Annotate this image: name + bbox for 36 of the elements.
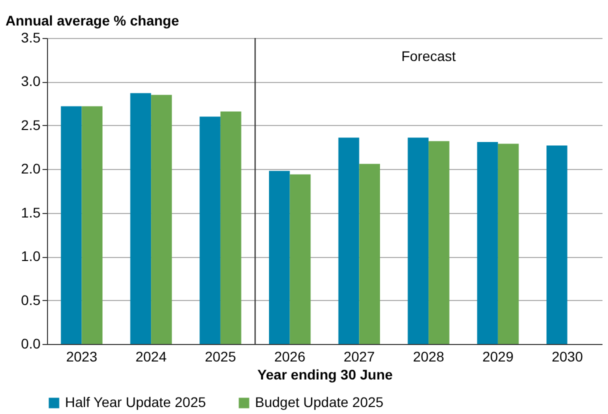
x-tick-label: 2025 bbox=[204, 348, 236, 364]
bar bbox=[151, 94, 172, 344]
x-tick-label: 2023 bbox=[66, 348, 98, 364]
y-tick-label: 0.5 bbox=[21, 292, 41, 308]
y-tick-label: 2.0 bbox=[21, 160, 41, 177]
legend-label: Budget Update 2025 bbox=[255, 394, 384, 410]
bar bbox=[200, 116, 220, 344]
y-tick-label: 1.5 bbox=[21, 204, 41, 220]
bar bbox=[220, 111, 242, 344]
bar bbox=[359, 164, 380, 344]
bar bbox=[130, 93, 152, 344]
y-axis-title: Annual average % change bbox=[6, 12, 180, 28]
y-tick-label: 2.5 bbox=[21, 116, 41, 133]
y-tick-label: 3.0 bbox=[21, 73, 41, 90]
legend-label: Half Year Update 2025 bbox=[65, 394, 206, 410]
bar bbox=[498, 144, 519, 344]
y-tick-label: 1.0 bbox=[21, 248, 41, 264]
x-tick-label: 2028 bbox=[412, 348, 444, 364]
x-axis-title: Year ending 30 June bbox=[257, 366, 393, 382]
bar bbox=[408, 138, 429, 344]
y-tick-label: 3.5 bbox=[21, 30, 41, 46]
bar bbox=[290, 174, 311, 344]
bar bbox=[60, 106, 82, 344]
x-tick-label: 2027 bbox=[344, 348, 375, 364]
bar bbox=[546, 146, 568, 344]
bar bbox=[338, 138, 360, 344]
x-tick-label: 2029 bbox=[482, 348, 514, 364]
bar bbox=[269, 170, 290, 344]
y-tick-label: 0.0 bbox=[21, 336, 41, 352]
bar bbox=[82, 106, 102, 344]
bar bbox=[477, 142, 498, 344]
annotation: Forecast bbox=[401, 48, 456, 64]
x-tick-label: 2026 bbox=[274, 348, 306, 364]
x-tick-label: 2030 bbox=[552, 348, 584, 364]
bar bbox=[428, 141, 450, 344]
x-tick-label: 2024 bbox=[135, 348, 167, 364]
